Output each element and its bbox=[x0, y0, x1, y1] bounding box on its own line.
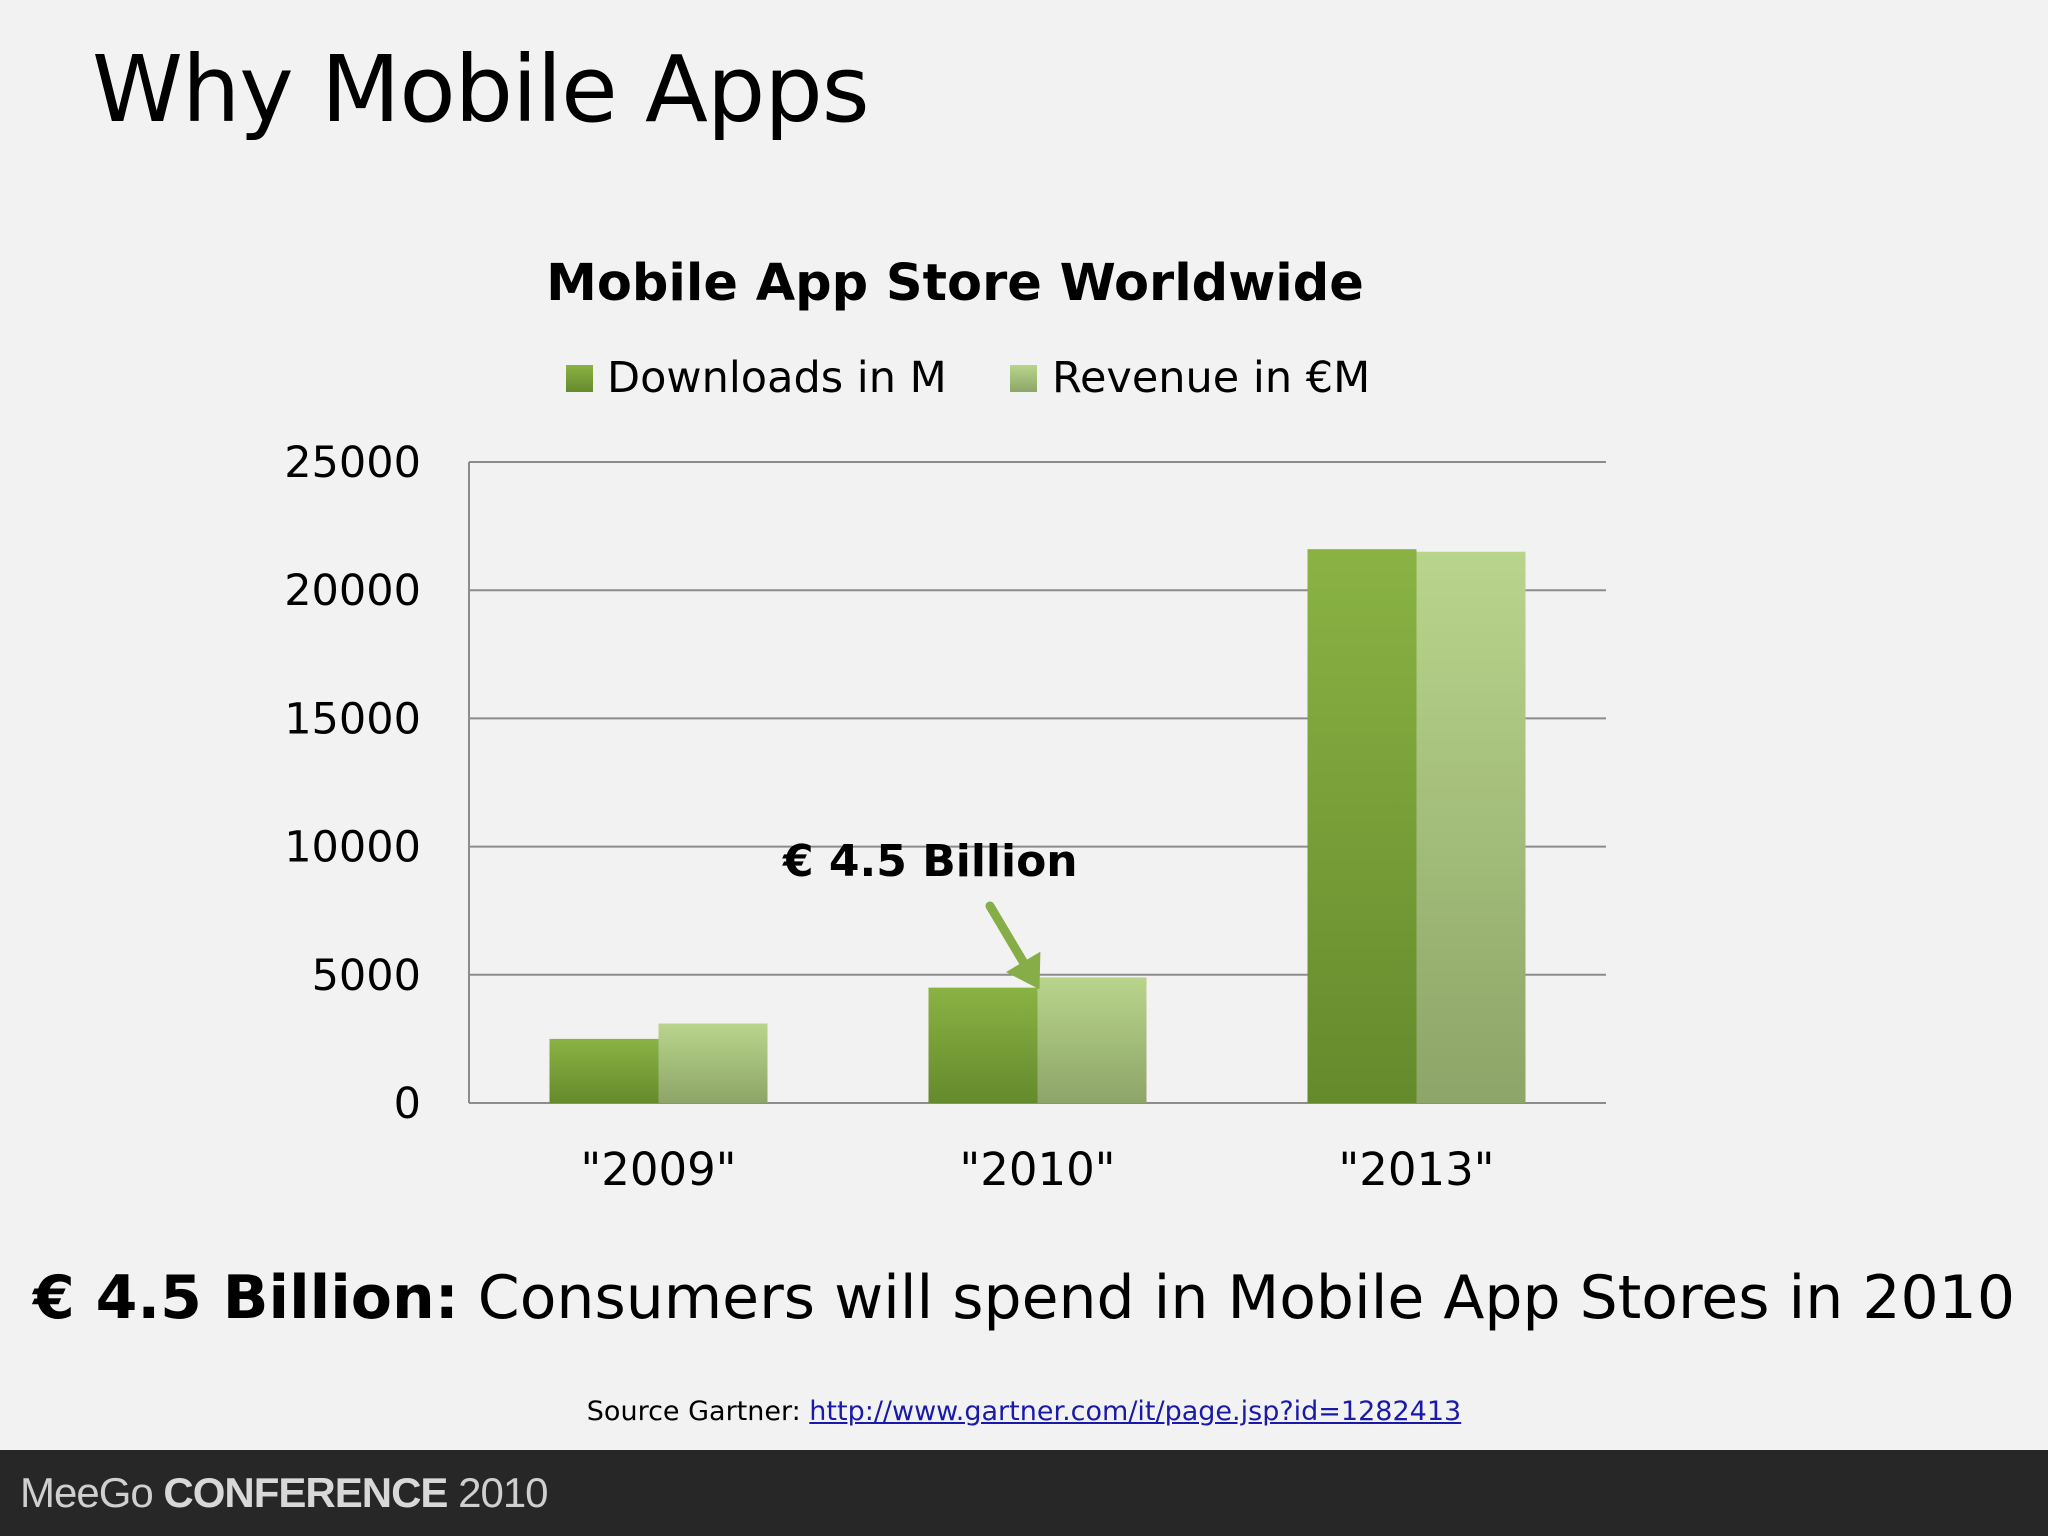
legend-label-revenue: Revenue in €M bbox=[1052, 353, 1370, 403]
bar-revenue bbox=[1037, 977, 1147, 1103]
bar-downloads bbox=[1307, 549, 1417, 1103]
legend-swatch-downloads bbox=[566, 365, 593, 392]
y-tick-label: 10000 bbox=[284, 823, 421, 873]
x-tick-label: "2010" bbox=[960, 1143, 1116, 1196]
bar-revenue bbox=[658, 1023, 768, 1103]
x-tick-label: "2013" bbox=[1339, 1143, 1495, 1196]
y-tick-label: 5000 bbox=[312, 951, 421, 1001]
y-axis-ticks: 0 5000 10000 15000 20000 25000 bbox=[284, 438, 421, 1129]
chart: Mobile App Store Worldwide Downloads in … bbox=[284, 254, 1606, 1196]
legend: Downloads in M Revenue in €M bbox=[566, 353, 1370, 403]
y-tick-label: 25000 bbox=[284, 438, 421, 488]
source-label: Source Gartner: bbox=[586, 1396, 810, 1427]
logo-conference: CONFERENCE bbox=[163, 1469, 448, 1516]
annotation-arrow-head bbox=[1006, 951, 1041, 990]
y-tick-label: 0 bbox=[394, 1079, 421, 1129]
x-tick-label: "2009" bbox=[581, 1143, 737, 1196]
bar-revenue bbox=[1416, 551, 1526, 1103]
bar-downloads bbox=[549, 1038, 659, 1103]
bars bbox=[549, 549, 1526, 1103]
y-tick-label: 20000 bbox=[284, 566, 421, 616]
annotation-label: € 4.5 Billion bbox=[782, 836, 1078, 887]
chart-title: Mobile App Store Worldwide bbox=[546, 254, 1364, 313]
legend-label-downloads: Downloads in M bbox=[607, 353, 947, 403]
bar-downloads bbox=[928, 987, 1038, 1103]
annotation-arrow-shaft bbox=[985, 901, 1028, 967]
caption: € 4.5 Billion: Consumers will spend in M… bbox=[0, 1258, 2048, 1338]
legend-swatch-revenue bbox=[1010, 365, 1037, 392]
caption-highlight: € 4.5 Billion: bbox=[32, 1263, 459, 1333]
slide-title: Why Mobile Apps bbox=[92, 36, 870, 143]
logo-meego: MeeGo bbox=[20, 1469, 164, 1516]
logo-year: 2010 bbox=[447, 1469, 548, 1516]
caption-text: Consumers will spend in Mobile App Store… bbox=[458, 1263, 2016, 1333]
conference-logo: MeeGo CONFERENCE 2010 bbox=[20, 1468, 549, 1518]
footer-bar: MeeGo CONFERENCE 2010 bbox=[0, 1450, 2048, 1536]
y-tick-label: 15000 bbox=[284, 694, 421, 744]
source-link[interactable]: http://www.gartner.com/it/page.jsp?id=12… bbox=[809, 1396, 1462, 1427]
source-note: Source Gartner: http://www.gartner.com/i… bbox=[0, 1394, 2048, 1430]
annotation: € 4.5 Billion bbox=[782, 836, 1078, 990]
x-axis-ticks: "2009" "2010" "2013" bbox=[581, 1143, 1495, 1196]
